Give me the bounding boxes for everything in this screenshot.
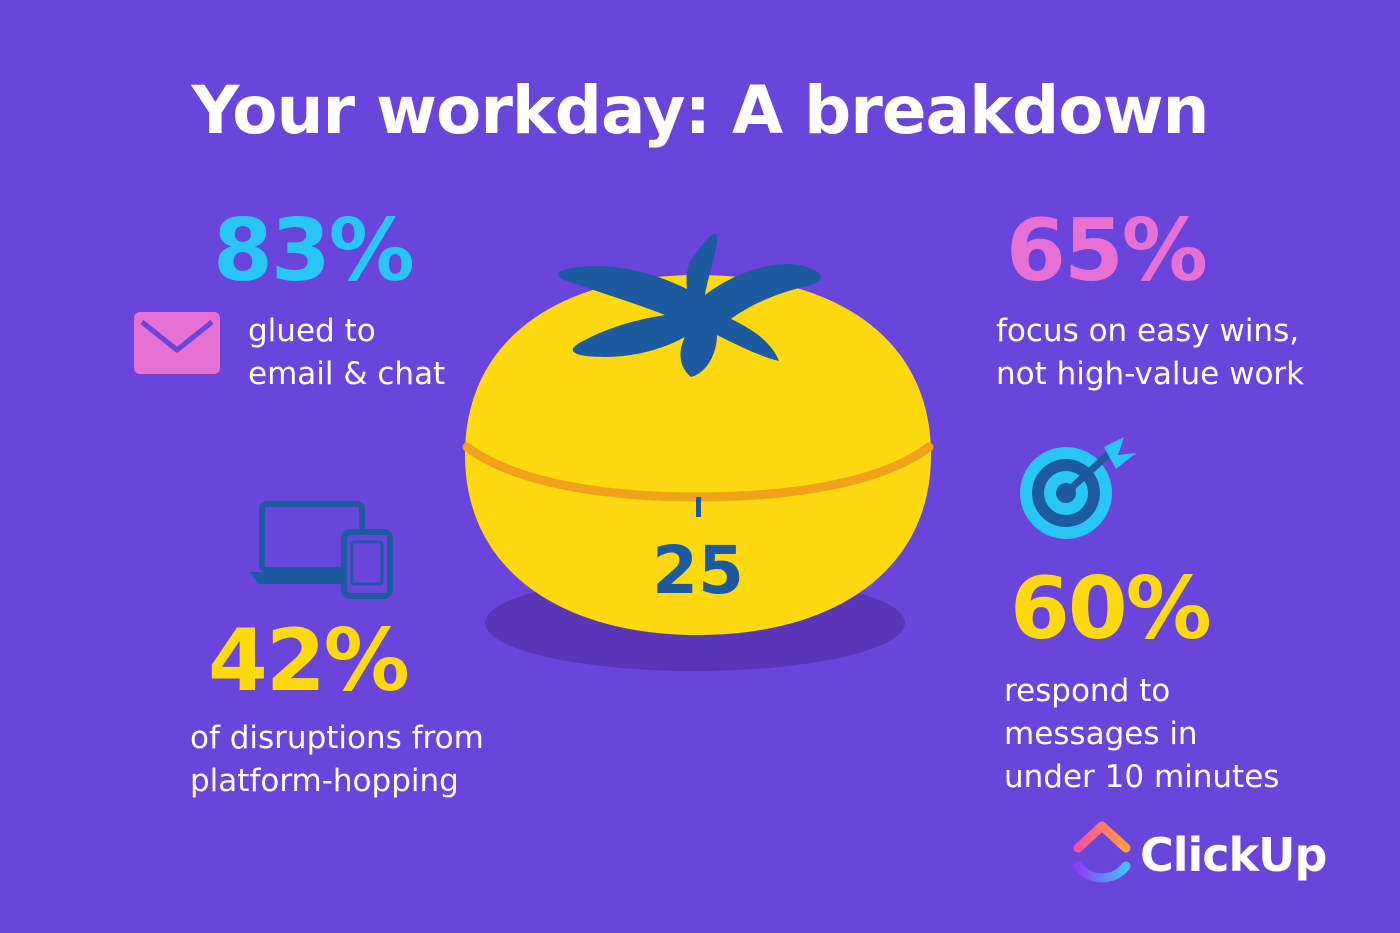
stat-easy-wins-caption: focus on easy wins, not high-value work (996, 313, 1305, 392)
stat-platform-hopping-value: 42% (208, 611, 410, 711)
stat-platform-hopping-caption: of disruptions from platform-hopping (190, 720, 484, 799)
stat-email-chat-value: 83% (213, 201, 415, 301)
pomodoro-tomato-timer: 25 (462, 233, 934, 671)
envelope-icon (134, 312, 220, 374)
clickup-logo-icon (1073, 821, 1131, 883)
page-title: Your workday: A breakdown (191, 72, 1209, 149)
brand-name: ClickUp (1140, 828, 1327, 882)
timer-value: 25 (652, 532, 744, 609)
target-icon (1020, 437, 1136, 539)
stat-easy-wins-value: 65% (1006, 201, 1208, 301)
laptop-and-phone-icon (250, 501, 393, 599)
stat-quick-response-caption: respond to messages in under 10 minutes (1004, 673, 1280, 795)
stat-quick-response-value: 60% (1010, 559, 1212, 659)
stat-email-chat-caption: glued to email & chat (248, 313, 446, 392)
